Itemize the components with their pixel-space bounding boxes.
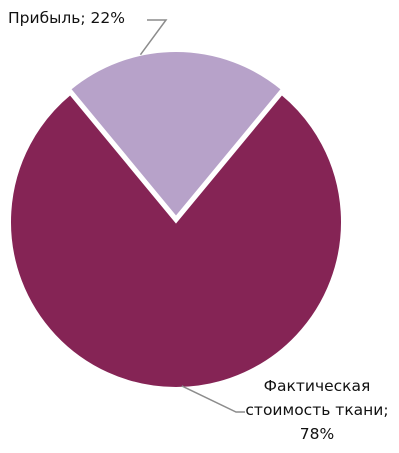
- data-label-fabric-cost: Фактическая стоимость ткани; 78%: [236, 374, 398, 446]
- data-label-fabric-line1: Фактическая: [263, 377, 371, 395]
- leader-line-profit: [139, 19, 168, 56]
- pie-slice-fabric-cost: [9, 92, 343, 389]
- data-label-profit: Прибыль; 22%: [8, 9, 126, 27]
- data-label-profit-text: Прибыль; 22%: [8, 9, 126, 27]
- pie-slice-profit: [68, 50, 284, 219]
- data-label-fabric-line2: стоимость ткани;: [245, 401, 389, 419]
- leader-line-fabric-cost: [181, 385, 245, 413]
- data-label-fabric-line3: 78%: [299, 425, 335, 443]
